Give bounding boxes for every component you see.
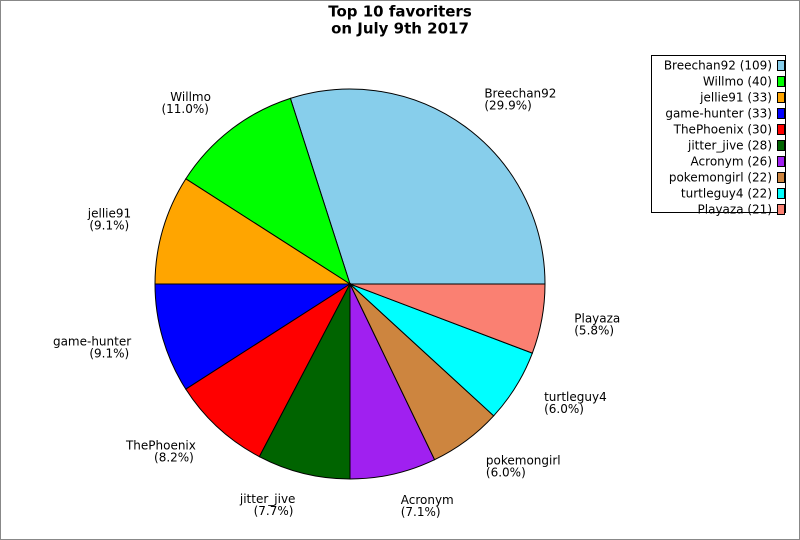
slice-name: ThePhoenix [125, 439, 196, 453]
legend-label: ThePhoenix (30) [673, 123, 772, 137]
pie-slice [154, 178, 352, 285]
slice-percent: (11.0%) [161, 102, 208, 116]
legend-swatch [777, 172, 785, 183]
legend-swatch [777, 124, 785, 135]
legend-label: pokemongirl (22) [669, 171, 772, 185]
legend-label: game-hunter (33) [665, 107, 772, 121]
slice-percent: (5.8%) [574, 324, 614, 338]
slice-percent: (8.2%) [154, 451, 194, 465]
slice-percent: (6.0%) [486, 466, 526, 480]
slice-percent: (6.0%) [544, 402, 584, 416]
legend-label: jellie91 (33) [699, 91, 772, 105]
slice-name: pokemongirl [486, 454, 561, 468]
slice-name: jellie91 [87, 206, 131, 220]
legend-swatch [777, 188, 785, 199]
legend-swatch [777, 92, 785, 103]
pie-slice [185, 282, 352, 458]
legend-swatch [777, 60, 785, 71]
chart-subtitle: on July 9th 2017 [331, 20, 469, 38]
slice-percent: (29.9%) [484, 98, 531, 112]
pie-slice [349, 283, 546, 354]
slice-percent: (7.7%) [254, 504, 294, 518]
legend-label: Acronym (26) [691, 155, 772, 169]
slice-name: Playaza [574, 312, 620, 326]
slice-percent: (7.1%) [401, 505, 441, 519]
slice-name: Breechan92 [484, 86, 556, 100]
legend-box [651, 55, 786, 213]
legend-label: turtleguy4 (22) [681, 187, 772, 201]
slice-name: turtleguy4 [544, 390, 607, 404]
legend-swatch [777, 108, 785, 119]
pie-slice [258, 283, 351, 480]
legend-swatch [777, 156, 785, 167]
slice-name: game-hunter [53, 335, 131, 349]
legend-swatch [777, 140, 785, 151]
legend-swatch [777, 204, 785, 215]
legend-swatch [777, 76, 785, 87]
chart-title: Top 10 favoriters [328, 3, 472, 21]
slice-percent: (9.1%) [89, 347, 129, 361]
legend-label: Playaza (21) [698, 203, 772, 217]
slice-name: jitter_jive [239, 492, 296, 506]
legend-label: Breechan92 (109) [664, 59, 772, 73]
pie-slice [185, 97, 351, 286]
slice-name: Acronym [401, 493, 454, 507]
slice-percent: (9.1%) [89, 218, 129, 232]
legend-label: jitter_jive (28) [687, 139, 772, 153]
legend-label: Willmo (40) [703, 75, 772, 89]
slice-name: Willmo [170, 90, 211, 104]
pie-slice [154, 283, 352, 390]
pie-slice [289, 88, 546, 285]
